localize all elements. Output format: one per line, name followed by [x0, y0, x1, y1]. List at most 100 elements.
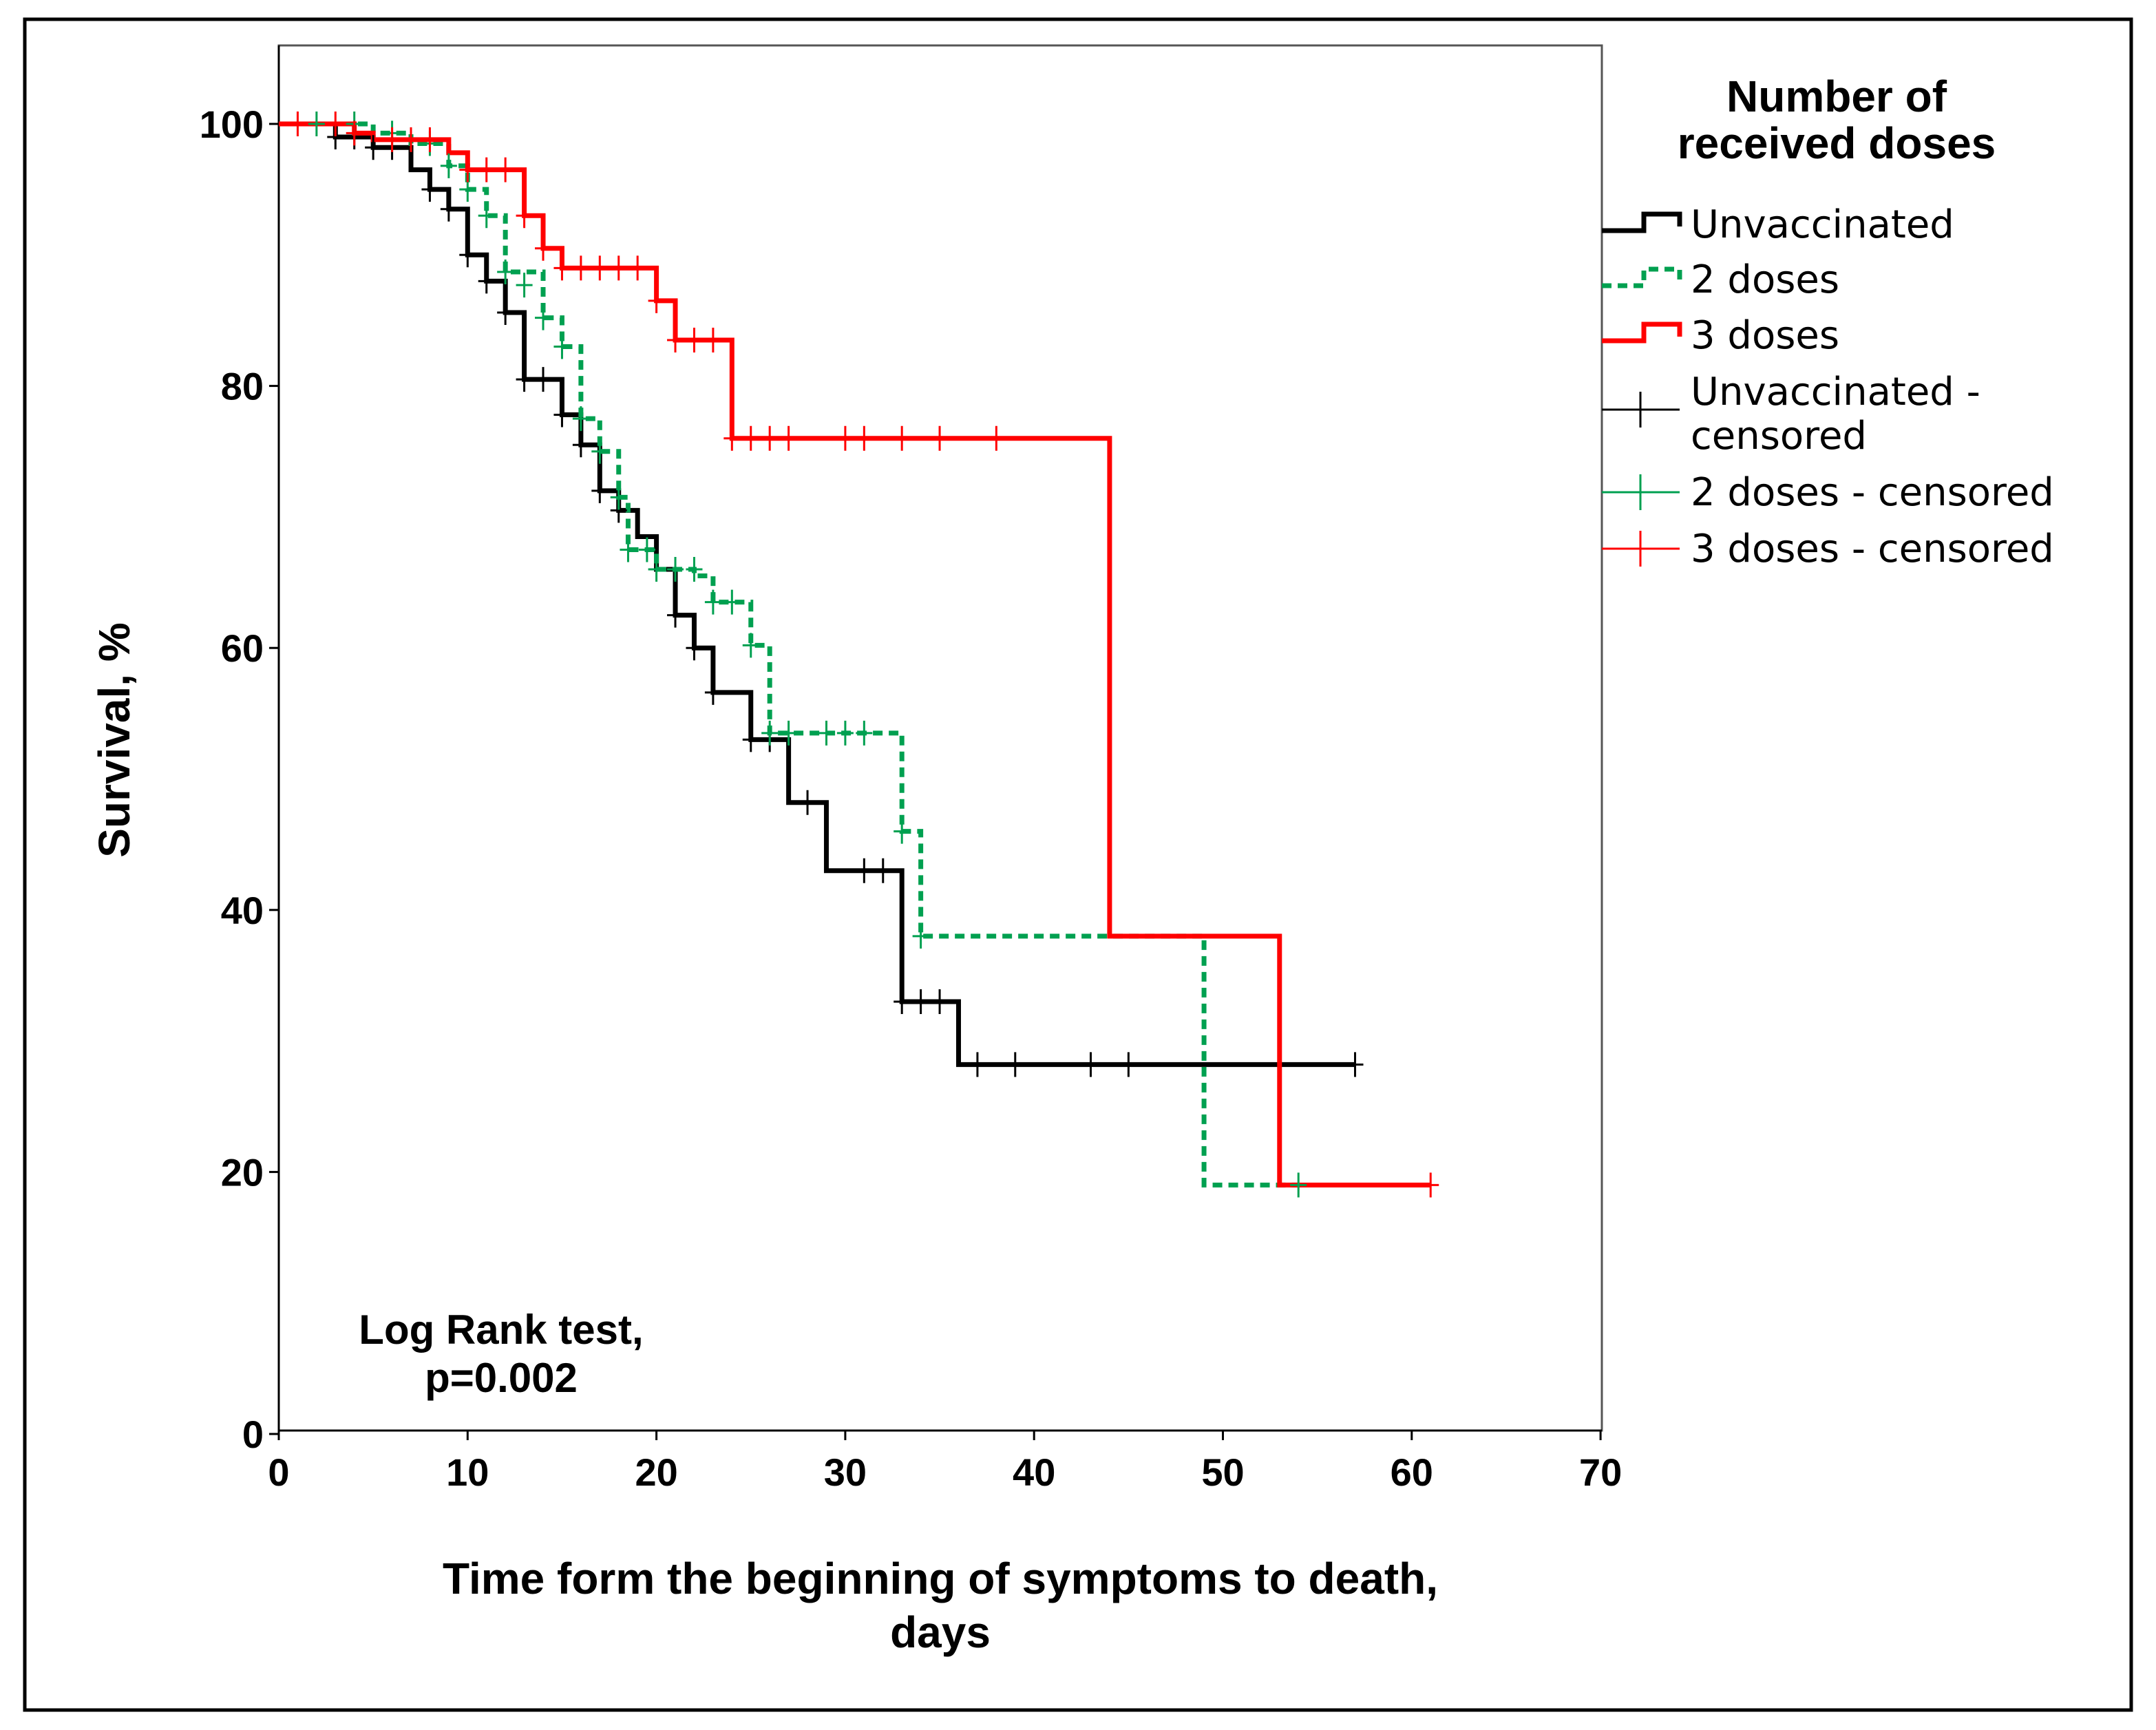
censor-mark-two_doses — [894, 819, 911, 844]
censor-mark-two_doses — [535, 305, 552, 330]
censor-mark-two_doses — [553, 334, 571, 359]
censor-mark-unvaccinated — [572, 432, 589, 458]
legend-swatch-two_doses — [1602, 266, 1682, 288]
censor-mark-three_doses — [346, 120, 363, 146]
censor-mark-three_doses — [761, 425, 779, 451]
censor-mark-three_doses — [403, 127, 420, 152]
censor-mark-three_doses — [836, 425, 854, 451]
censor-mark-two_doses — [638, 537, 655, 562]
censor-mark-two_doses — [667, 557, 684, 582]
censor-mark-unvaccinated — [969, 1052, 986, 1077]
censor-mark-unvaccinated — [856, 858, 873, 883]
censor-mark-unvaccinated — [1346, 1052, 1364, 1077]
censor-mark-unvaccinated — [459, 242, 476, 268]
censor-mark-two_doses — [591, 439, 609, 464]
y-tick-label: 40 — [221, 889, 264, 932]
log-rank-annotation-line-2: p=0.002 — [425, 1355, 578, 1401]
censor-mark-three_doses — [988, 425, 1005, 451]
censor-mark-three_doses — [327, 112, 344, 136]
censor-mark-two_doses — [478, 203, 495, 229]
censor-mark-unvaccinated — [667, 602, 684, 628]
y-tick-label: 100 — [200, 103, 264, 146]
censor-mark-three_doses — [648, 288, 665, 313]
censor-mark-unvaccinated — [799, 790, 816, 815]
legend-title-line-2: received doses — [1678, 118, 1996, 168]
y-axis-label: Survival, % — [89, 622, 139, 858]
censor-mark-three_doses — [478, 157, 495, 182]
censor-mark-two_doses — [704, 589, 721, 615]
censor-mark-two_doses — [497, 260, 514, 285]
censor-marks — [289, 112, 1439, 1198]
legend-swatch-three_doses — [1602, 321, 1682, 344]
censor-mark-unvaccinated — [704, 679, 721, 705]
log-rank-annotation-line-1: Log Rank test, — [359, 1307, 643, 1353]
censor-mark-two_doses — [761, 720, 779, 746]
x-tick-label: 60 — [1391, 1451, 1433, 1494]
legend-label-unvaccinated: Unvaccinated — [1691, 202, 1954, 247]
censor-mark-two_doses — [610, 485, 627, 510]
x-tick-label: 70 — [1579, 1451, 1622, 1494]
censor-mark-three_doses — [610, 255, 627, 281]
censor-mark-three_doses — [667, 327, 684, 352]
y-tick-label: 20 — [221, 1150, 264, 1194]
censor-mark-unvaccinated — [1082, 1052, 1099, 1077]
censor-mark-two_doses — [620, 537, 637, 562]
censor-mark-two_doses — [723, 589, 741, 615]
censor-mark-unvaccinated — [365, 135, 382, 160]
plot-area — [277, 44, 1603, 1432]
censor-mark-three_doses — [704, 327, 721, 352]
x-tick-label: 20 — [635, 1451, 677, 1494]
censor-mark-two_doses — [912, 923, 929, 949]
censor-mark-three_doses — [742, 425, 759, 451]
censor-mark-two_doses — [856, 720, 873, 746]
legend: Number of received doses Unvaccinated 2 … — [1602, 72, 2054, 571]
x-axis-label-line-2: days — [890, 1607, 991, 1657]
censor-mark-unvaccinated — [553, 402, 571, 428]
censor-mark-two_doses — [780, 720, 797, 746]
legend-title-line-1: Number of — [1726, 72, 1947, 121]
censor-mark-unvaccinated — [686, 635, 703, 661]
legend-censor-swatch-unvaccinated — [1602, 392, 1680, 428]
legend-label-3-doses: 3 doses — [1691, 313, 1839, 358]
x-tick-label: 0 — [268, 1451, 289, 1494]
censor-mark-three_doses — [629, 255, 646, 281]
censor-mark-two_doses — [818, 720, 835, 746]
censor-mark-unvaccinated — [440, 196, 457, 222]
censor-mark-unvaccinated — [421, 177, 438, 202]
x-tick-label: 10 — [446, 1451, 489, 1494]
censor-mark-three_doses — [289, 112, 306, 136]
censor-mark-three_doses — [516, 203, 533, 229]
censor-mark-three_doses — [535, 235, 552, 261]
y-tick-label: 60 — [221, 626, 264, 670]
censor-mark-three_doses — [894, 425, 911, 451]
censor-mark-two_doses — [836, 720, 854, 746]
censor-mark-three_doses — [553, 255, 571, 281]
censor-mark-three_doses — [497, 157, 514, 182]
x-tick-label: 40 — [1013, 1451, 1055, 1494]
censor-mark-two_doses — [686, 557, 703, 582]
censor-mark-two_doses — [308, 112, 325, 136]
censor-mark-unvaccinated — [535, 367, 552, 392]
censor-mark-unvaccinated — [1006, 1052, 1024, 1077]
censor-mark-three_doses — [931, 425, 949, 451]
y-tick-label: 80 — [221, 365, 264, 408]
legend-label-unvaccinated-censored-line-2: censored — [1691, 414, 1867, 458]
legend-label-unvaccinated-censored-line-1: Unvaccinated - — [1691, 370, 1980, 414]
censor-mark-two_doses — [742, 633, 759, 658]
censor-mark-three_doses — [421, 127, 438, 152]
censor-mark-three_doses — [1422, 1172, 1439, 1198]
axes: 0 20 40 60 80 100 0 10 20 30 40 50 60 70 — [200, 45, 1622, 1494]
censor-mark-unvaccinated — [1120, 1052, 1137, 1077]
censor-mark-three_doses — [572, 255, 589, 281]
censor-mark-unvaccinated — [516, 367, 533, 392]
legend-label-2-doses-censored: 2 doses - censored — [1691, 470, 2054, 515]
censor-mark-three_doses — [723, 425, 741, 451]
legend-censor-swatch-three_doses — [1602, 531, 1680, 567]
censor-mark-three_doses — [686, 327, 703, 352]
censor-mark-unvaccinated — [894, 989, 911, 1015]
legend-censor-swatch-two_doses — [1602, 474, 1680, 510]
censor-mark-unvaccinated — [912, 989, 929, 1015]
censor-mark-unvaccinated — [742, 727, 759, 752]
series-line-two_doses — [279, 121, 1299, 1188]
